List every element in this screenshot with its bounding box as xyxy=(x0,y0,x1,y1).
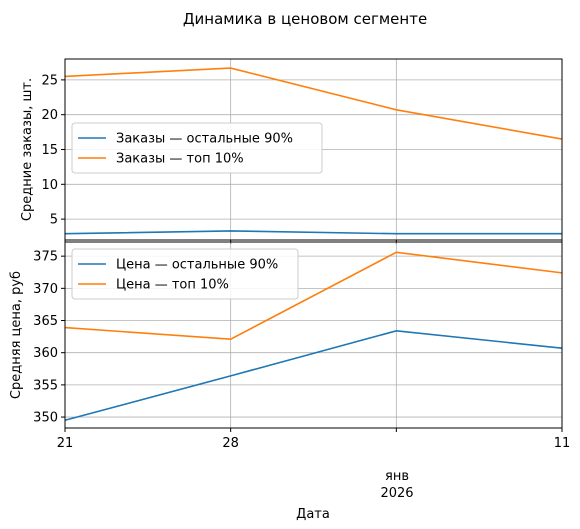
x-secondary-label-month: янв xyxy=(385,469,409,484)
legend: Цена — остальные 90% Цена — топ 10% xyxy=(71,248,299,300)
legend-box xyxy=(71,248,299,300)
legend-label-1: Заказы — остальные 90% xyxy=(116,132,293,147)
y-tick-label: 20 xyxy=(41,108,58,123)
y-tick-label: 370 xyxy=(33,282,58,297)
x-axis: 21 28 11 xyxy=(57,436,571,451)
plot-frame xyxy=(64,241,563,429)
y-tick-label: 355 xyxy=(33,378,58,393)
x-tick-label: 21 xyxy=(57,436,74,451)
y-tick-label: 10 xyxy=(41,178,58,193)
legend-box xyxy=(71,122,323,174)
legend-label-2: Заказы — топ 10% xyxy=(116,152,244,167)
x-tick-label: 28 xyxy=(222,436,239,451)
y-tick-label: 15 xyxy=(41,143,58,158)
x-secondary-label-year: 2026 xyxy=(380,486,413,501)
y-axis-label: Средняя цена, руб xyxy=(9,271,24,399)
series-line-2 xyxy=(64,251,563,340)
y-tick-label: 365 xyxy=(33,314,58,329)
y-tick-label: 5 xyxy=(50,213,58,228)
orders-panel: 5 10 15 20 25 Средние заказы, шт. Заказы — ост… xyxy=(20,58,563,244)
figure-title: Динамика в ценовом сегменте xyxy=(183,10,427,28)
x-axis-label: Дата xyxy=(296,507,330,522)
y-tick-label: 25 xyxy=(41,73,58,88)
y-tick-label: 375 xyxy=(33,250,58,265)
legend-label-1: Цена — остальные 90% xyxy=(116,258,278,273)
legend: Заказы — остальные 90% Заказы — топ 10% xyxy=(71,122,323,174)
series-line-2 xyxy=(64,67,563,140)
y-tick-label: 360 xyxy=(33,346,58,361)
x-tick-label: 11 xyxy=(554,436,571,451)
series-line-1 xyxy=(64,330,563,422)
series-line-1 xyxy=(64,230,562,235)
y-axis-label: Средние заказы, шт. xyxy=(20,78,35,221)
y-tick-label: 350 xyxy=(33,411,58,426)
price-panel: 350 355 360 365 370 375 Средняя цена, руб Цена … xyxy=(9,241,563,432)
legend-label-2: Цена — топ 10% xyxy=(116,278,229,293)
